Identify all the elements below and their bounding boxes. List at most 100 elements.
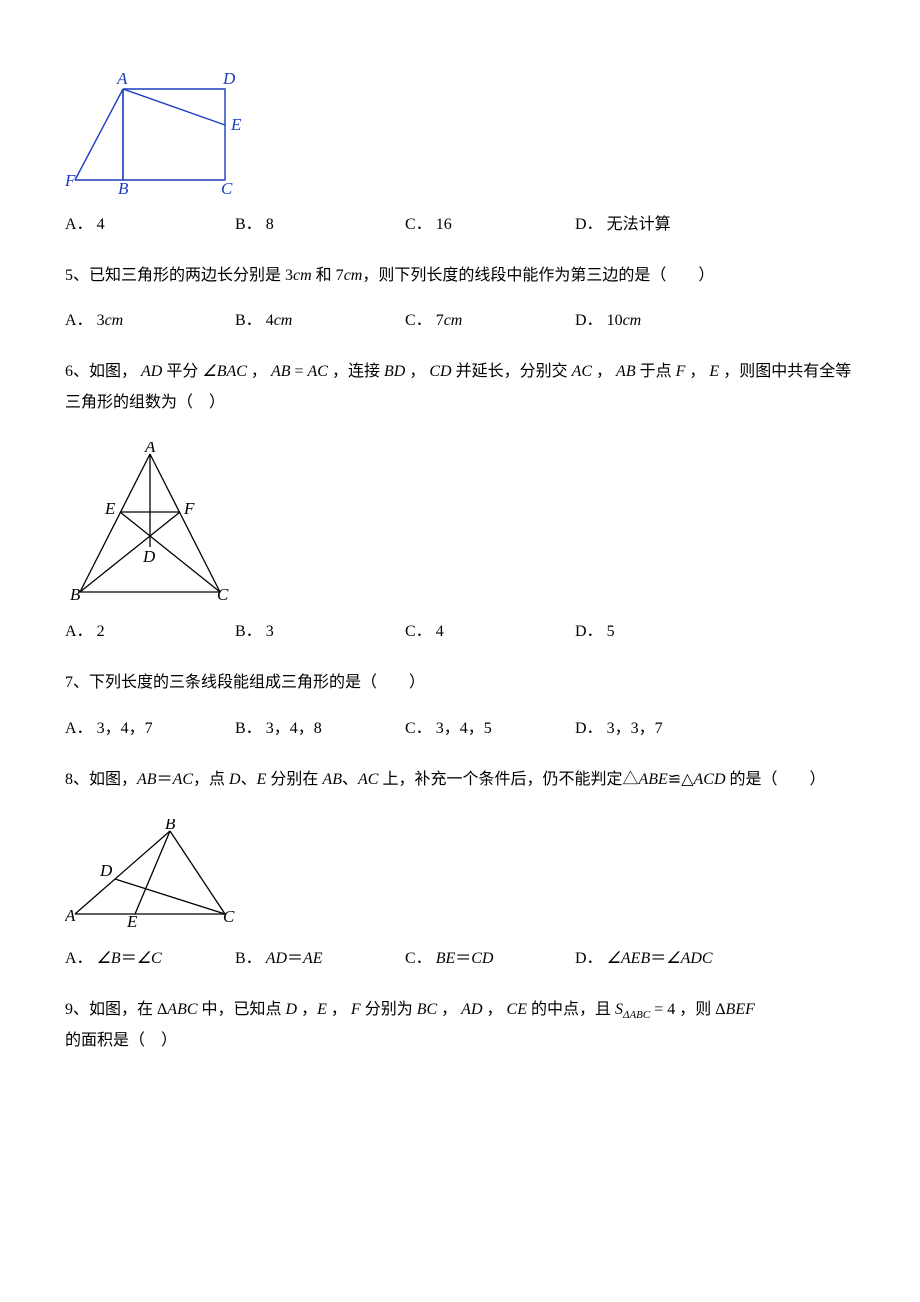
option-prefix: D． <box>575 309 603 333</box>
fig8-label-B: B <box>165 819 176 833</box>
option-prefix: D． <box>575 213 603 237</box>
q6-figure: A E F D B C <box>65 442 865 602</box>
fig4-label-D: D <box>222 70 236 88</box>
q8-option-B: B． AD＝AE <box>235 947 405 971</box>
fig8-label-C: C <box>223 907 235 926</box>
q7-option-D: D． 3，3，7 <box>575 717 745 741</box>
fig4-label-C: C <box>221 179 233 195</box>
q4-figure: A D E F B C <box>65 70 865 195</box>
t: ≌△ <box>668 771 694 788</box>
q5-option-C: C． 7cm <box>405 309 575 333</box>
t: 分别在 <box>266 771 322 788</box>
e: ABE <box>638 771 667 788</box>
e: ABC <box>167 1001 197 1018</box>
option-prefix: D． <box>575 620 603 644</box>
e: AC <box>308 363 328 380</box>
q8-svg: A B D E C <box>65 819 240 929</box>
r: ∠C <box>137 950 162 967</box>
num: 10 <box>607 312 623 329</box>
e: ACD <box>694 771 726 788</box>
option-text: 4cm <box>266 309 293 333</box>
option-prefix: B． <box>235 620 262 644</box>
q8-figure: A B D E C <box>65 819 865 929</box>
t: 6、如图， <box>65 363 137 380</box>
q7-option-A: A． 3，4，7 <box>65 717 235 741</box>
option-text: 3，4，5 <box>436 717 492 741</box>
l: BE <box>436 950 456 967</box>
option-text: BE＝CD <box>436 947 494 971</box>
option-prefix: B． <box>235 309 262 333</box>
r: ∠ADC <box>666 950 712 967</box>
option-text: 4 <box>97 213 105 237</box>
fig4-label-A: A <box>116 70 128 88</box>
t: 上，补充一个条件后，仍不能判定△ <box>378 771 638 788</box>
q5-option-B: B． 4cm <box>235 309 405 333</box>
fig6-label-B: B <box>70 585 81 602</box>
q6-svg: A E F D B C <box>65 442 235 602</box>
e: S <box>615 1001 623 1018</box>
t: ， <box>592 363 616 380</box>
option-prefix: A． <box>65 947 93 971</box>
option-text: 10cm <box>607 309 642 333</box>
option-prefix: C． <box>405 947 432 971</box>
t: 9、如图，在 Δ <box>65 1001 167 1018</box>
e: AC <box>173 771 193 788</box>
e: F <box>676 363 686 380</box>
q4-options: A． 4 B． 8 C． 16 D． 无法计算 <box>65 213 865 237</box>
q8-options: A． ∠B＝∠C B． AD＝AE C． BE＝CD D． ∠AEB＝∠ADC <box>65 947 865 971</box>
option-text: 3，4，8 <box>266 717 322 741</box>
e: BEF <box>726 1001 755 1018</box>
t: 7、下列长度的三条线段能组成三角形的是（ ） <box>65 674 425 691</box>
t: ， <box>685 363 709 380</box>
e: AB <box>322 771 342 788</box>
e: AC <box>572 363 592 380</box>
q5-post: ，则下列长度的线段中能作为第三边的是（ ） <box>362 267 714 284</box>
option-text: 8 <box>266 213 274 237</box>
t: ，连接 <box>328 363 384 380</box>
t: ，则 Δ <box>675 1001 725 1018</box>
e: AC <box>358 771 378 788</box>
option-prefix: A． <box>65 717 93 741</box>
e: AB <box>616 363 636 380</box>
l: AD <box>266 950 287 967</box>
option-prefix: C． <box>405 213 432 237</box>
fig4-label-B: B <box>118 179 129 195</box>
q5-option-D: D． 10cm <box>575 309 745 333</box>
fig6-label-E: E <box>104 499 116 518</box>
q7-option-B: B． 3，4，8 <box>235 717 405 741</box>
e: BD <box>384 363 405 380</box>
option-text: 2 <box>97 620 105 644</box>
option-text: ∠B＝∠C <box>97 947 162 971</box>
t: = <box>290 363 307 380</box>
t: ， <box>483 1001 507 1018</box>
option-text: 7cm <box>436 309 463 333</box>
option-prefix: A． <box>65 213 93 237</box>
q7-text: 7、下列长度的三条线段能组成三角形的是（ ） <box>65 668 865 698</box>
e: E <box>257 771 267 788</box>
t: ， <box>247 363 271 380</box>
e: AB <box>137 771 157 788</box>
q4-svg: A D E F B C <box>65 70 250 195</box>
e: CD <box>429 363 451 380</box>
t: 并延长，分别交 <box>452 363 572 380</box>
e: CE <box>507 1001 527 1018</box>
fig6-label-F: F <box>183 499 195 518</box>
num: 7 <box>436 312 444 329</box>
q8-option-D: D． ∠AEB＝∠ADC <box>575 947 775 971</box>
t: 分别为 <box>361 1001 417 1018</box>
option-prefix: C． <box>405 309 432 333</box>
option-prefix: A． <box>65 309 93 333</box>
r: CD <box>471 950 493 967</box>
q5-options: A． 3cm B． 4cm C． 7cm D． 10cm <box>65 309 865 333</box>
q5-mid: 和 7 <box>312 267 344 284</box>
q6-option-B: B． 3 <box>235 620 405 644</box>
t: 8、如图， <box>65 771 137 788</box>
num: 4 <box>266 312 274 329</box>
e: D <box>229 771 241 788</box>
q9-text: 9、如图，在 ΔABC 中，已知点 D ，E ， F 分别为 BC ， AD ，… <box>65 995 865 1056</box>
q8-option-C: C． BE＝CD <box>405 947 575 971</box>
option-text: 3cm <box>97 309 124 333</box>
e: BC <box>417 1001 437 1018</box>
fig6-label-A: A <box>144 442 156 456</box>
fig6-label-C: C <box>217 585 229 602</box>
